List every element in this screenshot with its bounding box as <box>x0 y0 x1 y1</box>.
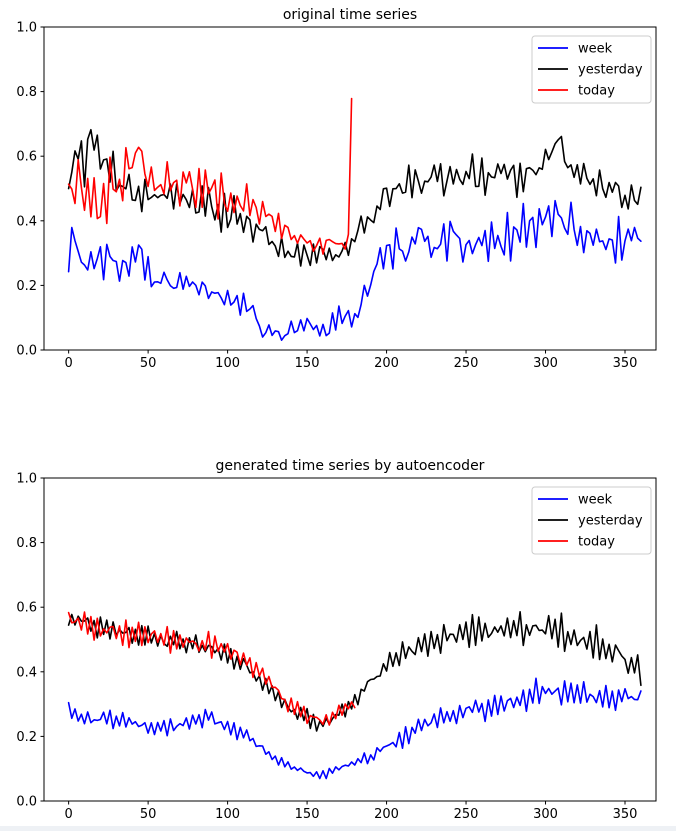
y-tick-label: 0.4 <box>16 214 37 229</box>
y-tick-label: 1.0 <box>16 21 37 36</box>
plot-title: original time series <box>283 7 417 23</box>
y-tick-label: 0.8 <box>16 85 37 100</box>
x-tick-label: 150 <box>295 807 320 822</box>
x-tick-label: 100 <box>215 356 240 371</box>
legend: week yesterday today <box>531 35 652 104</box>
series-line-week <box>67 199 642 342</box>
y-tick-label: 0.2 <box>16 279 37 294</box>
legend: week yesterday today <box>531 486 652 555</box>
subplot-generated: generated time series by autoencoder 0 50 1… <box>16 458 657 822</box>
legend-label-today: today <box>578 84 615 99</box>
y-tick-label: 1.0 <box>16 472 37 487</box>
x-tick-label: 50 <box>140 807 157 822</box>
x-tick-label: 100 <box>215 807 240 822</box>
y-tick-label: 0.0 <box>16 344 37 359</box>
y-tick-label: 0.2 <box>16 730 37 745</box>
axes-spines <box>43 477 657 802</box>
subplot-original: original time series 0 50 100 150 200 250 300 35… <box>16 7 657 371</box>
x-tick-label: 350 <box>613 356 638 371</box>
legend-label-week: week <box>578 42 613 57</box>
x-tick-label: 0 <box>64 807 72 822</box>
series-line-today <box>67 611 356 726</box>
x-tick-label: 300 <box>533 807 558 822</box>
x-tick-label: 150 <box>295 356 320 371</box>
x-tick-label: 300 <box>533 356 558 371</box>
x-tick-label: 50 <box>140 356 157 371</box>
legend-label-yesterday: yesterday <box>578 63 643 78</box>
y-tick-label: 0.8 <box>16 536 37 551</box>
series-line-today <box>67 97 353 255</box>
y-tick-label: 0.4 <box>16 665 37 680</box>
legend-label-yesterday: yesterday <box>578 514 643 529</box>
legend-box <box>531 486 652 555</box>
series-line-yesterday <box>67 610 642 732</box>
x-tick-label: 350 <box>613 807 638 822</box>
plot-title: generated time series by autoencoder <box>216 458 485 474</box>
legend-label-today: today <box>578 535 615 550</box>
y-tick-label: 0.0 <box>16 795 37 810</box>
x-tick-label: 200 <box>374 807 399 822</box>
series-line-yesterday <box>67 128 642 267</box>
legend-label-week: week <box>578 493 613 508</box>
x-tick-label: 250 <box>454 356 479 371</box>
x-tick-label: 0 <box>64 356 72 371</box>
x-tick-label: 250 <box>454 807 479 822</box>
y-tick-label: 0.6 <box>16 150 37 165</box>
x-tick-label: 200 <box>374 356 399 371</box>
bottom-window-strip <box>0 826 676 831</box>
series-line-week <box>67 677 642 780</box>
axes-spines <box>43 26 657 351</box>
y-tick-label: 0.6 <box>16 601 37 616</box>
legend-box <box>531 35 652 104</box>
